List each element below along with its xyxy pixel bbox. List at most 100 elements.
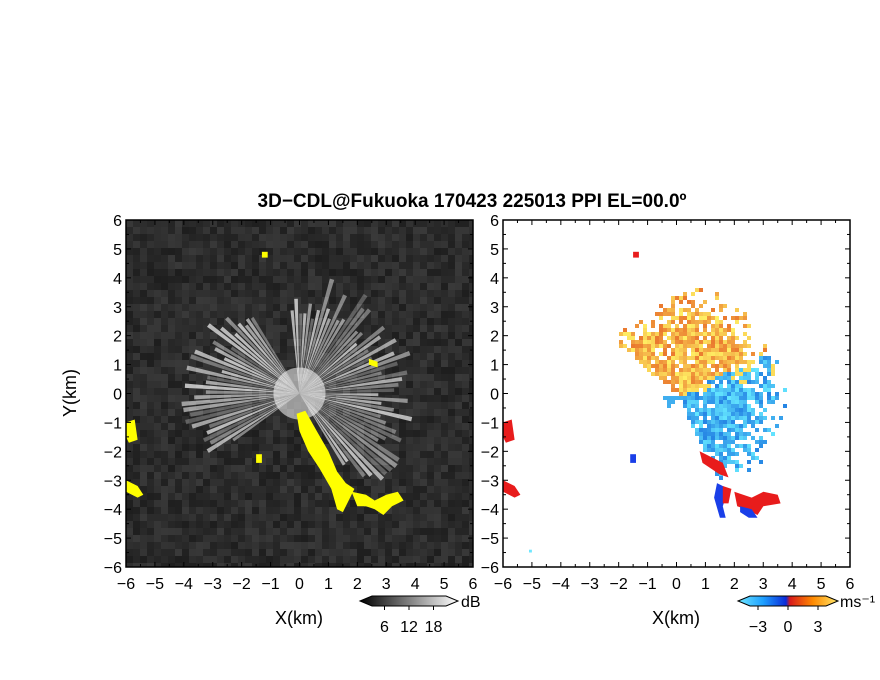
noise-cell: [301, 290, 308, 297]
noise-cell: [203, 346, 210, 353]
velocity-cell: [703, 428, 707, 432]
noise-cell: [259, 367, 266, 374]
noise-cell: [364, 241, 371, 248]
noise-cell: [273, 367, 280, 374]
noise-cell: [280, 325, 287, 332]
noise-cell: [217, 458, 224, 465]
noise-cell: [217, 367, 224, 374]
noise-cell: [168, 430, 175, 437]
noise-cell: [336, 458, 343, 465]
noise-cell: [231, 465, 238, 472]
noise-cell: [350, 472, 357, 479]
noise-cell: [196, 318, 203, 325]
noise-cell: [245, 493, 252, 500]
noise-cell: [287, 542, 294, 549]
noise-cell: [217, 318, 224, 325]
velocity-cell: [707, 352, 711, 356]
noise-cell: [427, 430, 434, 437]
velocity-cell: [715, 356, 719, 360]
velocity-cell: [703, 316, 707, 320]
noise-cell: [266, 521, 273, 528]
noise-cell: [413, 542, 420, 549]
noise-cell: [322, 486, 329, 493]
noise-cell: [161, 262, 168, 269]
velocity-cell: [763, 384, 767, 388]
noise-cell: [441, 395, 448, 402]
noise-cell: [378, 220, 385, 227]
noise-cell: [420, 430, 427, 437]
noise-cell: [182, 500, 189, 507]
noise-cell: [392, 332, 399, 339]
noise-cell: [168, 528, 175, 535]
noise-cell: [329, 318, 336, 325]
velocity-cell: [743, 432, 747, 436]
velocity-cell: [735, 336, 739, 340]
noise-cell: [238, 290, 245, 297]
noise-cell: [385, 297, 392, 304]
noise-cell: [413, 290, 420, 297]
velocity-cell: [667, 336, 671, 340]
noise-cell: [231, 332, 238, 339]
velocity-cell: [759, 412, 763, 416]
noise-cell: [168, 269, 175, 276]
x-tick-label: 0: [295, 576, 304, 593]
noise-cell: [217, 311, 224, 318]
noise-cell: [161, 423, 168, 430]
noise-cell: [252, 507, 259, 514]
noise-cell: [224, 290, 231, 297]
velocity-cell: [671, 312, 675, 316]
noise-cell: [392, 339, 399, 346]
noise-cell: [364, 332, 371, 339]
noise-cell: [245, 297, 252, 304]
noise-cell: [371, 304, 378, 311]
noise-cell: [147, 528, 154, 535]
noise-cell: [287, 241, 294, 248]
velocity-cell: [659, 312, 663, 316]
velocity-cell: [767, 400, 771, 404]
velocity-cell: [743, 376, 747, 380]
velocity-cell: [727, 344, 731, 348]
noise-cell: [175, 381, 182, 388]
x-tick-label: −2: [233, 576, 251, 593]
noise-cell: [420, 444, 427, 451]
noise-cell: [217, 227, 224, 234]
noise-cell: [336, 304, 343, 311]
velocity-cell: [659, 336, 663, 340]
velocity-cell: [767, 392, 771, 396]
noise-cell: [154, 297, 161, 304]
velocity-cell: [719, 400, 723, 404]
noise-cell: [350, 248, 357, 255]
noise-cell: [273, 283, 280, 290]
noise-cell: [140, 220, 147, 227]
noise-cell: [322, 409, 329, 416]
noise-cell: [427, 549, 434, 556]
velocity-cell: [647, 356, 651, 360]
noise-cell: [392, 346, 399, 353]
noise-cell: [434, 500, 441, 507]
velocity-cell: [723, 348, 727, 352]
noise-cell: [469, 360, 473, 367]
noise-cell: [140, 388, 147, 395]
noise-cell: [392, 556, 399, 563]
velocity-cell: [687, 344, 691, 348]
noise-cell: [273, 549, 280, 556]
noise-cell: [196, 332, 203, 339]
velocity-cell: [707, 348, 711, 352]
noise-cell: [182, 465, 189, 472]
noise-cell: [294, 514, 301, 521]
noise-cell: [224, 549, 231, 556]
echo-ray: [299, 393, 385, 481]
velocity-cell: [731, 440, 735, 444]
noise-cell: [413, 346, 420, 353]
noise-cell: [371, 220, 378, 227]
noise-cell: [210, 493, 217, 500]
noise-cell: [343, 220, 350, 227]
noise-cell: [413, 479, 420, 486]
noise-cell: [245, 276, 252, 283]
noise-cell: [364, 528, 371, 535]
noise-cell: [168, 500, 175, 507]
noise-cell: [371, 346, 378, 353]
noise-cell: [231, 339, 238, 346]
noise-cell: [189, 528, 196, 535]
y-tick-label: −3: [104, 473, 122, 490]
